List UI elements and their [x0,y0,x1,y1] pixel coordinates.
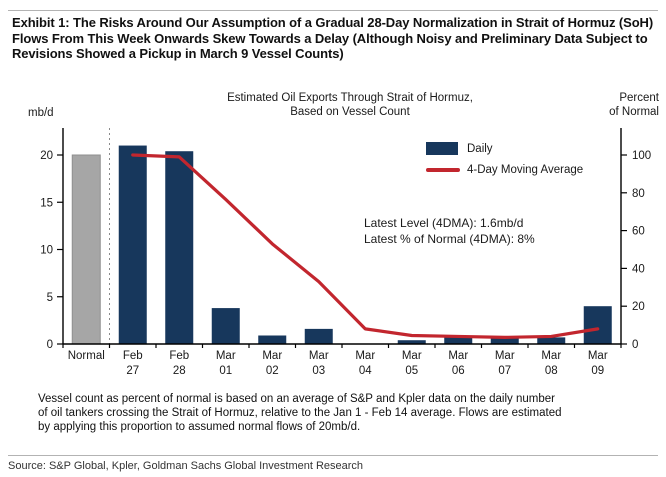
bar-mar-06 [444,337,473,344]
left-tick-label: 10 [40,245,53,257]
x-label-mar-04: Mar 04 [355,350,375,377]
footnote-line1: Vessel count as percent of normal is bas… [38,393,555,405]
left-tick-label: 20 [40,150,53,162]
legend-daily-label: Daily [467,142,493,155]
right-tick-label: 40 [632,263,645,275]
bar-mar-05 [397,340,426,344]
exhibit-title: Exhibit 1: The Risks Around Our Assumpti… [12,15,654,62]
x-label-mar-08: Mar 08 [541,350,561,377]
daily-swatch-icon [426,142,458,155]
chart-title: Estimated Oil Exports Through Strait of … [120,92,580,119]
x-label-mar-05: Mar 05 [402,350,422,377]
chart-title-line2: Based on Vessel Count [290,105,410,118]
chart-svg: 0 5 10 15 20 0 20 40 60 80 100 Normal Feb 27 Feb 28 Mar 0… [40,128,651,377]
legend-moving-average-label: 4-Day Moving Average [467,163,584,176]
left-tick-label: 5 [47,292,53,304]
chart-legend: Daily 4-Day Moving Average [426,138,583,180]
footnote: Vessel count as percent of normal is bas… [38,393,646,434]
bar-mar-02 [258,335,287,344]
bar-mar-09 [583,306,612,344]
bottom-rule [8,455,658,456]
x-label-mar-02: Mar 02 [262,350,282,377]
bar-feb-27 [118,145,147,344]
chart-title-line1: Estimated Oil Exports Through Strait of … [227,92,473,104]
bar-feb-28 [165,151,194,344]
right-axis-unit: Percent of Normal [609,92,659,119]
bar-mar-08 [537,337,566,344]
left-tick-label: 0 [47,339,53,351]
bar-normal [71,154,101,345]
legend-row-moving-average: 4-Day Moving Average [426,159,583,180]
legend-row-daily: Daily [426,138,583,159]
right-tick-label: 100 [632,150,651,162]
annotation-line2: Latest % of Normal (4DMA): 8% [364,231,535,246]
bar-mar-07 [490,336,519,344]
right-axis-unit-line1: Percent [619,92,659,104]
chart-region: 0 5 10 15 20 0 20 40 60 80 100 Normal Feb 27 Feb 28 Mar 0… [0,86,666,386]
left-axis-unit: mb/d [28,107,54,119]
moving-average-swatch-icon [426,167,460,172]
bar-mar-01 [211,308,240,344]
x-label-mar-03: Mar 03 [309,350,329,377]
right-tick-label: 0 [632,339,638,351]
footnote-line3: by applying this proportion to assumed n… [38,420,361,433]
right-axis-unit-line2: of Normal [609,105,659,118]
left-tick-label: 15 [40,197,53,209]
annotation-line1: Latest Level (4DMA): 1.6mb/d [364,216,524,230]
x-label-mar-01: Mar 01 [216,350,236,377]
source-line: Source: S&P Global, Kpler, Goldman Sachs… [8,460,364,472]
right-tick-label: 80 [632,188,645,200]
right-tick-label: 60 [632,226,645,238]
x-label-mar-07: Mar 07 [495,350,515,377]
x-label-feb-28: Feb 28 [169,350,189,377]
latest-level-annotation: Latest Level (4DMA): 1.6mb/d Latest % of… [364,216,535,247]
right-tick-label: 20 [632,301,645,313]
bar-mar-03 [304,328,333,344]
footnote-line2: of oil tankers crossing the Strait of Ho… [38,406,562,419]
x-label-normal: Normal [68,350,105,362]
top-rule [8,10,658,11]
x-label-mar-06: Mar 06 [448,350,468,377]
x-label-feb-27: Feb 27 [123,350,143,377]
x-label-mar-09: Mar 09 [588,350,608,377]
moving-average-line [131,153,600,339]
